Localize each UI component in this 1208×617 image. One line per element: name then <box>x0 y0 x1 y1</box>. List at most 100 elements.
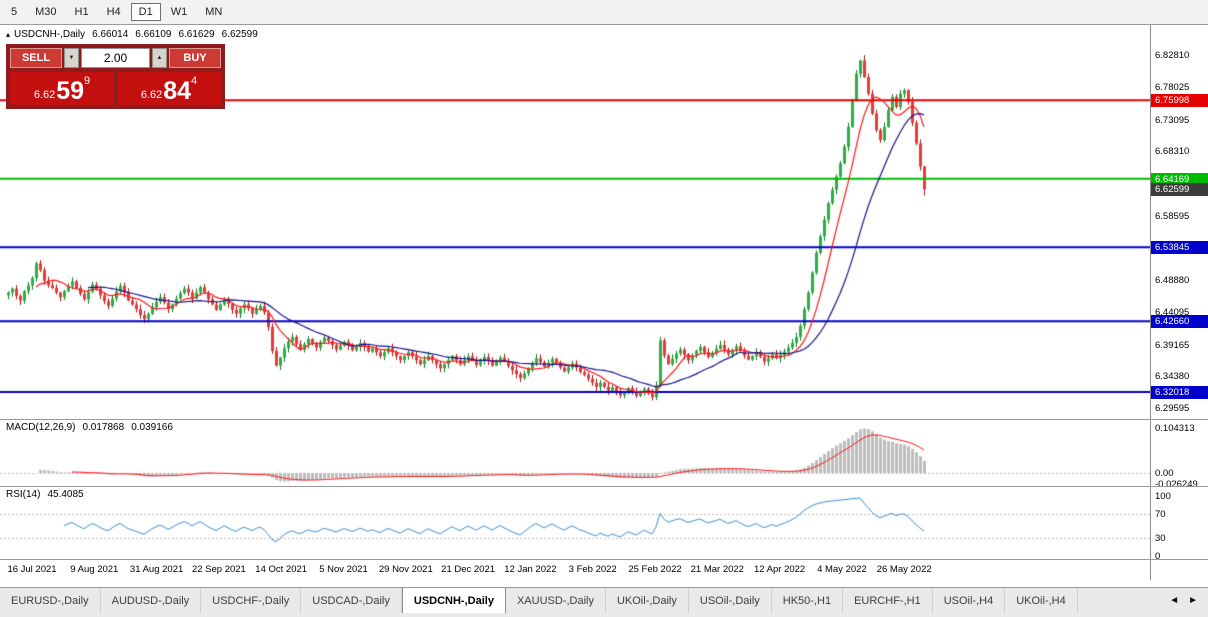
tab-scroll-left-icon[interactable]: ◄ <box>1169 595 1180 606</box>
price-level-badge[interactable]: 6.75998 <box>1151 94 1208 108</box>
sell-price-prefix: 6.62 <box>33 89 56 101</box>
time-axis-label: 3 Feb 2022 <box>568 564 617 575</box>
sell-button[interactable]: SELL <box>10 48 62 68</box>
sell-price-big: 59 <box>56 77 85 105</box>
timeframe-toolbar: 5 M30 H1 H4 D1 W1 MN <box>0 0 1208 25</box>
chart-workspace: ▴ USDCNH-,Daily 6.66014 6.66109 6.61629 6.625… <box>0 25 1208 580</box>
chart-tab-usdchf-daily[interactable]: USDCHF-,Daily <box>201 588 302 613</box>
timeframe-button-d1[interactable]: D1 <box>130 3 161 21</box>
price-axis-tick: 6.82810 <box>1155 50 1190 62</box>
price-level-badge[interactable]: 6.64169 <box>1151 172 1208 186</box>
chart-tab-eurusd-daily[interactable]: EURUSD-,Daily <box>0 588 101 613</box>
bottom-gap <box>0 580 1208 587</box>
time-axis[interactable]: 16 Jul 2021 9 Aug 2021 31 Aug 2021 22 Sep 2… <box>0 559 1150 580</box>
ohlc-low: 6.61629 <box>178 29 215 40</box>
price-level-badge[interactable]: 6.62599 <box>1151 183 1208 197</box>
time-axis-label: 21 Mar 2022 <box>690 564 744 575</box>
price-axis-tick: 6.44095 <box>1155 306 1190 318</box>
rsi-axis-tick: 100 <box>1155 491 1171 502</box>
time-axis-label: 12 Apr 2022 <box>753 564 806 575</box>
buy-button[interactable]: BUY <box>169 48 221 68</box>
rsi-axis-tick: 0 <box>1155 551 1161 562</box>
chart-tab-usoil-daily[interactable]: USOil-,Daily <box>689 588 772 613</box>
time-axis-separator <box>0 559 1208 560</box>
price-axis-tick: 6.29595 <box>1155 402 1190 414</box>
volume-increase-button[interactable]: ▲ <box>152 48 167 68</box>
time-axis-label: 4 May 2022 <box>817 564 867 575</box>
time-axis-label: 9 Aug 2021 <box>70 564 119 575</box>
rsi-pane-header: RSI(14) 45.4085 <box>6 489 84 500</box>
chart-tab-ukoil-daily[interactable]: UKOil-,Daily <box>606 588 689 613</box>
rsi-indicator-label: RSI(14) <box>6 489 41 500</box>
time-axis-label: 14 Oct 2021 <box>255 564 308 575</box>
macd-pane-header: MACD(12,26,9) 0.017868 0.039166 <box>6 422 173 433</box>
chart-tab-audusd-daily[interactable]: AUDUSD-,Daily <box>101 588 202 613</box>
time-axis-label: 21 Dec 2021 <box>441 564 496 575</box>
price-axis-tick: 6.78025 <box>1155 81 1190 93</box>
time-axis-label: 22 Sep 2021 <box>191 564 246 575</box>
timeframe-button-m30[interactable]: M30 <box>27 3 64 21</box>
chart-tab-usdcnh-daily[interactable]: USDCNH-,Daily <box>401 588 506 613</box>
price-axis-tick: 6.34380 <box>1155 371 1190 383</box>
timeframe-button-w1[interactable]: W1 <box>163 3 196 21</box>
macd-indicator-label: MACD(12,26,9) <box>6 422 76 433</box>
rsi-axis-tick: 30 <box>1155 533 1166 544</box>
chart-tab-usoil-h4[interactable]: USOil-,H4 <box>933 588 1006 613</box>
volume-input[interactable] <box>81 48 150 68</box>
timeframe-button-h4[interactable]: H4 <box>99 3 129 21</box>
macd-axis-tick: -0.026249 <box>1155 479 1198 491</box>
symbol-period-label: USDCNH-,Daily <box>14 29 86 40</box>
chart-tab-ukoil-h4[interactable]: UKOil-,H4 <box>1005 588 1078 613</box>
tab-scroll-buttons: ◄ ► <box>1159 588 1208 613</box>
rsi-pane-separator[interactable] <box>0 486 1208 487</box>
chart-area[interactable]: ▴ USDCNH-,Daily 6.66014 6.66109 6.61629 6.625… <box>0 25 1150 580</box>
price-axis[interactable]: 6.82810 6.78025 6.73095 6.68310 6.58595 6.488… <box>1150 25 1208 580</box>
time-axis-label: 26 May 2022 <box>876 564 932 575</box>
ohlc-open: 6.66014 <box>92 29 129 40</box>
buy-price-prefix: 6.62 <box>140 89 163 101</box>
time-axis-label: 31 Aug 2021 <box>129 564 184 575</box>
trade-panel-collapse-icon[interactable]: ▴ <box>6 30 11 39</box>
chart-tab-eurchf-h1[interactable]: EURCHF-,H1 <box>843 588 933 613</box>
chart-tab-xauusd-daily[interactable]: XAUUSD-,Daily <box>506 588 606 613</box>
buy-price-display[interactable]: 6.62 84 4 <box>117 72 221 105</box>
macd-signal-value: 0.039166 <box>131 422 173 433</box>
price-level-badge[interactable]: 6.42660 <box>1151 315 1208 329</box>
price-axis-tick: 6.73095 <box>1155 114 1190 126</box>
price-axis-tick: 6.68310 <box>1155 146 1190 158</box>
one-click-trading-panel: SELL ▼ ▲ BUY 6.62 59 9 6.62 84 4 <box>6 44 225 109</box>
sell-price-display[interactable]: 6.62 59 9 <box>10 72 114 105</box>
sell-price-pip: 9 <box>84 75 91 87</box>
ohlc-close: 6.62599 <box>221 29 258 40</box>
time-axis-label: 29 Nov 2021 <box>378 564 433 575</box>
buy-price-big: 84 <box>163 77 192 105</box>
tab-scroll-right-icon[interactable]: ► <box>1188 595 1198 606</box>
macd-axis-tick: 0.00 <box>1155 468 1174 479</box>
chart-tab-usdcad-daily[interactable]: USDCAD-,Daily <box>301 588 402 613</box>
time-axis-label: 5 Nov 2021 <box>319 564 368 575</box>
price-axis-tick: 6.48880 <box>1155 275 1190 287</box>
macd-pane-separator[interactable] <box>0 419 1208 420</box>
time-axis-label: 12 Jan 2022 <box>504 564 557 575</box>
rsi-axis-tick: 70 <box>1155 509 1166 520</box>
price-chart-canvas[interactable] <box>0 25 1150 559</box>
macd-value: 0.017868 <box>82 422 125 433</box>
ohlc-high: 6.66109 <box>135 29 172 40</box>
price-level-badge[interactable]: 6.53845 <box>1151 241 1208 255</box>
price-axis-tick: 6.58595 <box>1155 210 1190 222</box>
chart-symbol-info: ▴ USDCNH-,Daily 6.66014 6.66109 6.61629 6.625… <box>6 29 258 40</box>
buy-price-pip: 4 <box>191 75 198 87</box>
rsi-value: 45.4085 <box>47 489 84 500</box>
time-axis-label: 25 Feb 2022 <box>628 564 682 575</box>
volume-decrease-button[interactable]: ▼ <box>64 48 79 68</box>
price-axis-tick: 6.39165 <box>1155 339 1190 351</box>
macd-axis-tick: 0.104313 <box>1155 423 1195 435</box>
timeframe-button-h1[interactable]: H1 <box>67 3 97 21</box>
timeframe-button-5[interactable]: 5 <box>3 3 25 21</box>
time-axis-label: 16 Jul 2021 <box>7 564 57 575</box>
timeframe-button-mn[interactable]: MN <box>197 3 230 21</box>
chart-tab-hk50-h1[interactable]: HK50-,H1 <box>772 588 844 613</box>
chart-tab-bar: EURUSD-,Daily AUDUSD-,Daily USDCHF-,Daily U… <box>0 587 1208 613</box>
price-level-badge[interactable]: 6.32018 <box>1151 385 1208 399</box>
